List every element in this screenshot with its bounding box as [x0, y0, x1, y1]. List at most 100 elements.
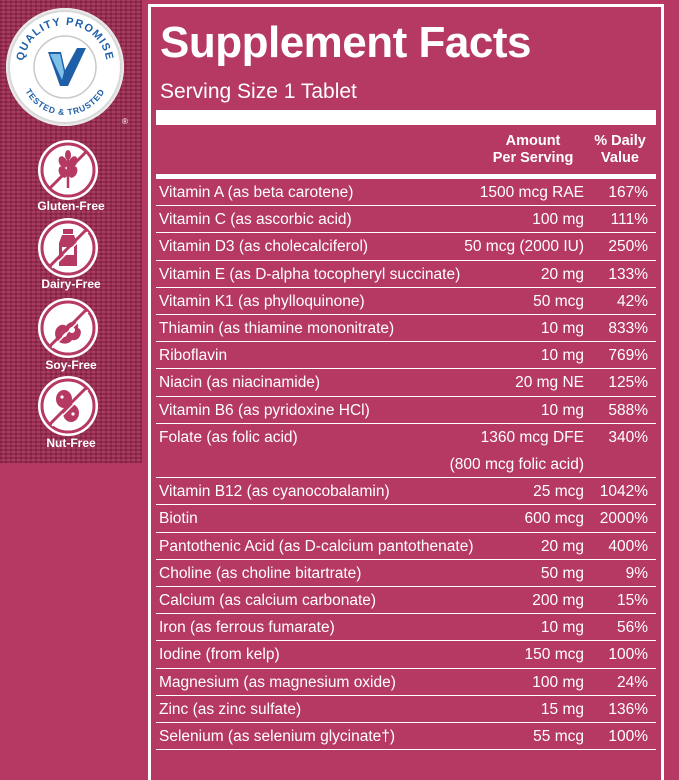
nutrient-name: Vitamin B6 (as pyridoxine HCl) [159, 401, 370, 419]
dv-header-line1: % Daily [594, 133, 646, 149]
nutrient-row: Magnesium (as magnesium oxide) 100 mg 24% [156, 669, 656, 696]
nutrient-daily-value: 167% [608, 184, 648, 201]
nutrient-daily-value: 100% [608, 728, 648, 745]
thick-divider [156, 110, 656, 125]
gluten-free-label: Gluten-Free [37, 199, 105, 213]
nutrient-daily-value: 56% [616, 619, 648, 637]
nutrient-amount: 100 mg [532, 673, 584, 691]
nutrient-row: Biotin 600 mcg 2000% [156, 505, 656, 533]
nutrient-amount: 15 mg [540, 700, 584, 718]
nutrient-daily-value: 588% [608, 401, 648, 419]
soy-free-badge [38, 298, 98, 358]
nutrient-daily-value: 340% [608, 428, 648, 446]
peanut-icon [40, 378, 96, 434]
nutrient-name: Selenium (as selenium glycinate†) [159, 728, 396, 745]
nutrient-daily-value: 111% [610, 211, 648, 229]
nutrient-name: Folate (as folic acid) [159, 428, 298, 446]
dairy-free-label: Dairy-Free [41, 277, 101, 291]
nutrient-name: Riboflavin [159, 347, 228, 365]
soy-free-label: Soy-Free [45, 358, 97, 372]
nutrient-row: Iron (as ferrous fumarate) 10 mg 56% [156, 614, 656, 642]
nutrient-amount: 10 mg [540, 347, 584, 365]
nutrient-amount: 20 mg [540, 265, 584, 283]
nutrient-amount: 50 mg [540, 564, 584, 582]
nutrient-row: Selenium (as selenium glycinate†) 55 mcg 1… [156, 723, 656, 751]
milk-bottle-icon [40, 220, 96, 276]
nutrient-name: Vitamin K1 (as phylloquinone) [159, 292, 365, 310]
nutrient-amount-detail: (800 mcg folic acid) [449, 455, 584, 473]
supplement-facts-panel [148, 4, 664, 780]
nutrient-name: Iron (as ferrous fumarate) [159, 619, 335, 637]
nutrient-amount: 50 mcg [533, 292, 584, 310]
nutrient-name: Calcium (as calcium carbonate) [159, 592, 377, 609]
nutrient-name: Vitamin B12 (as cyanocobalamin) [159, 483, 390, 501]
dv-header-line2: Value [601, 150, 639, 166]
nutrient-row: Niacin (as niacinamide) 20 mg NE 125% [156, 369, 656, 397]
nutrient-name: Vitamin C (as ascorbic acid) [159, 211, 352, 229]
nutrient-row: Iodine (from kelp) 150 mcg 100% [156, 641, 656, 669]
nutrient-daily-value: 125% [608, 374, 648, 392]
nutrient-name: Biotin [159, 510, 198, 528]
nutrient-row: Vitamin A (as beta carotene) 1500 mcg RAE… [156, 179, 656, 207]
nutrient-amount: 150 mcg [524, 646, 584, 664]
nutrient-name: Vitamin E (as D-alpha tocopheryl succina… [159, 265, 461, 283]
nutrient-row: Choline (as choline bitartrate) 50 mg 9% [156, 560, 656, 587]
nutrient-row: Zinc (as zinc sulfate) 15 mg 136% [156, 696, 656, 723]
nutrient-daily-value: 250% [608, 238, 648, 256]
nutrient-amount: 100 mg [532, 211, 584, 229]
nutrient-daily-value: 833% [608, 320, 648, 337]
registered-mark: ® [122, 117, 128, 126]
nutrient-row: Vitamin E (as D-alpha tocopheryl succina… [156, 261, 656, 288]
soybean-icon [40, 300, 96, 356]
gluten-free-badge [38, 140, 98, 200]
nutrient-row: Vitamin B12 (as cyanocobalamin) 25 mcg 104… [156, 478, 656, 506]
nutrient-name: Vitamin A (as beta carotene) [159, 184, 354, 201]
nutrient-name: Iodine (from kelp) [159, 646, 280, 664]
nutrient-name: Pantothenic Acid (as D-calcium pantothen… [159, 537, 474, 555]
nutrient-daily-value: 24% [616, 673, 648, 691]
nutrient-name: Choline (as choline bitartrate) [159, 564, 362, 582]
nutrient-amount: 25 mcg [533, 483, 584, 501]
nutrient-daily-value: 9% [625, 564, 648, 582]
nutrient-name: Magnesium (as magnesium oxide) [159, 673, 396, 691]
nutrient-amount: 200 mg [532, 592, 584, 609]
nutrient-name: Thiamin (as thiamine mononitrate) [159, 320, 395, 337]
nutrient-amount: 20 mg [540, 537, 584, 555]
nutrient-daily-value: 769% [608, 347, 648, 365]
nut-free-badge [38, 376, 98, 436]
amount-header-line1: Amount [505, 133, 561, 149]
nutrient-daily-value: 15% [616, 592, 648, 609]
nutrient-name: Niacin (as niacinamide) [159, 374, 321, 392]
nutrient-row: Riboflavin 10 mg 769% [156, 342, 656, 370]
nutrient-amount: 50 mcg (2000 IU) [464, 238, 584, 256]
nutrient-amount: 55 mcg [533, 728, 584, 745]
side-panel-lower [0, 463, 142, 780]
nutrient-amount: 10 mg [540, 320, 584, 337]
facts-title: Supplement Facts [160, 18, 531, 67]
daily-value-column-header: % Daily Value [588, 133, 652, 167]
amount-header-line2: Per Serving [492, 150, 574, 166]
nut-free-label: Nut-Free [46, 436, 96, 450]
nutrient-daily-value: 42% [616, 292, 648, 310]
nutrient-row: Vitamin K1 (as phylloquinone) 50 mcg 42% [156, 288, 656, 315]
medium-divider [156, 174, 656, 179]
nutrient-amount: 20 mg NE [515, 374, 584, 392]
nutrient-daily-value: 2000% [599, 510, 648, 528]
serving-size: Serving Size 1 Tablet [160, 80, 357, 103]
nutrient-row: Vitamin C (as ascorbic acid) 100 mg 111% [156, 206, 656, 234]
nutrient-row: Vitamin D3 (as cholecalciferol) 50 mcg (2… [156, 233, 656, 261]
nutrient-daily-value: 100% [608, 646, 648, 664]
nutrient-amount: 1360 mcg DFE [480, 428, 584, 446]
nutrient-daily-value: 400% [608, 537, 648, 555]
dairy-free-badge [38, 218, 98, 278]
nutrient-row: Folate (as folic acid) 1360 mcg DFE 340% (8… [156, 424, 656, 479]
nutrient-row: Calcium (as calcium carbonate) 200 mg 15% [156, 587, 656, 615]
nutrient-amount: 10 mg [540, 401, 584, 419]
quality-seal-icon: QUALITY PROMISE TESTED & TRUSTED [8, 10, 122, 124]
nutrient-amount: 600 mcg [524, 510, 584, 528]
nutrient-row: Pantothenic Acid (as D-calcium pantothen… [156, 533, 656, 560]
amount-column-header: Amount Per Serving [486, 133, 580, 167]
nutrient-daily-value: 133% [608, 265, 648, 283]
nutrient-row: Vitamin B6 (as pyridoxine HCl) 10 mg 588% [156, 397, 656, 424]
nutrient-amount: 1500 mcg RAE [479, 184, 584, 201]
